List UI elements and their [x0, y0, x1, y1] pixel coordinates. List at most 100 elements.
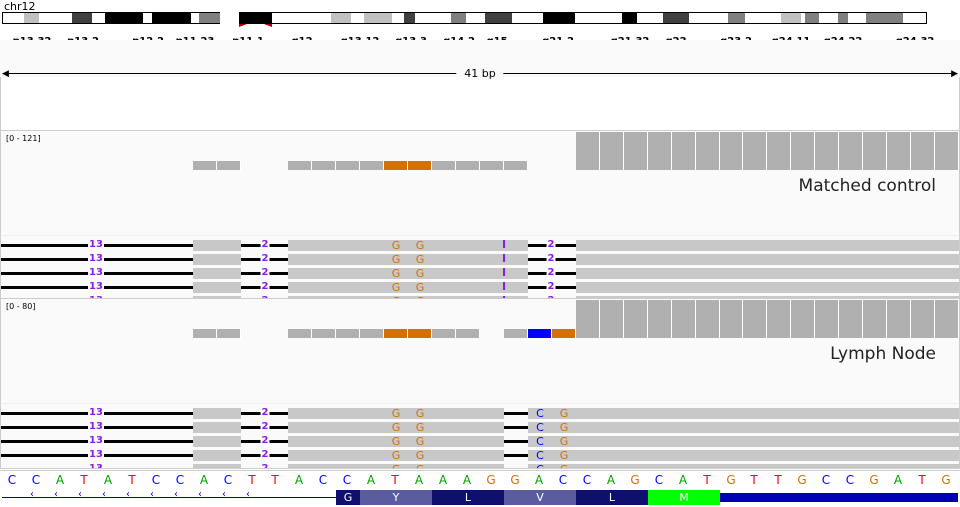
alignment-track[interactable]: 132GGCG132GGCG132GGCG132GGCG132GGCG — [0, 403, 960, 469]
ideogram-band — [689, 12, 728, 24]
ideogram-band — [903, 12, 927, 24]
read-row[interactable]: 13 2 G G C G — [1, 421, 959, 434]
arrow-right-icon: ▶ — [951, 69, 958, 79]
strand-arrow-icon: ‹ — [54, 489, 58, 500]
utr-block — [720, 493, 958, 502]
mismatch-base: G — [559, 421, 569, 434]
read-row[interactable]: 13 2 2 I G G — [1, 252, 959, 266]
aligned-block — [288, 296, 528, 298]
ideogram-band — [637, 12, 663, 24]
splice-junction-line — [241, 468, 288, 469]
aligned-block — [288, 240, 528, 251]
read-row[interactable]: 13 2 G G C G — [1, 407, 959, 420]
ideogram-band — [415, 12, 451, 24]
coverage-bar — [696, 132, 720, 170]
ideogram-band — [351, 12, 364, 24]
codon-exon[interactable]: M — [648, 490, 720, 505]
codon-exon[interactable]: V — [504, 490, 576, 505]
reference-base: T — [703, 473, 711, 487]
read-row[interactable]: 13 2 G G C G — [1, 463, 959, 469]
coverage-track[interactable]: [0 - 80] — [0, 298, 960, 340]
reference-base: G — [486, 473, 496, 487]
aligned-block — [576, 268, 959, 279]
insertion-marker: I — [502, 294, 506, 298]
mismatch-base: C — [536, 407, 544, 420]
mismatch-base: G — [415, 253, 425, 266]
aligned-block — [288, 408, 504, 419]
coverage-bar — [839, 132, 863, 170]
reference-base: T — [750, 473, 758, 487]
aligned-block — [576, 282, 959, 293]
aligned-block — [528, 450, 959, 461]
coverage-track[interactable]: [0 - 121] — [0, 130, 960, 172]
sample-label-area: Matched control — [0, 171, 960, 235]
ruler: ◀ ▶ 41 bp — [0, 40, 960, 80]
reference-base: A — [414, 473, 424, 487]
ideogram-band — [728, 12, 745, 24]
mismatch-base: G — [416, 295, 425, 298]
coverage-bar — [935, 300, 959, 338]
chromosome-ideogram[interactable]: p13.32p13.2p12.2p11.23p11.1q12q13.12q13.… — [0, 12, 960, 47]
reference-base: A — [103, 473, 113, 487]
insertion-marker: I — [501, 252, 507, 265]
junction-gap-count: 13 — [88, 281, 104, 292]
coverage-bar — [648, 132, 672, 170]
ideogram-band — [72, 12, 92, 24]
read-row[interactable]: 13 2 2 I G G — [1, 266, 959, 280]
insertion-marker: I — [501, 280, 507, 293]
reference-base: G — [726, 473, 736, 487]
strand-arrow-icon: ‹ — [30, 489, 34, 500]
mismatch-base: G — [391, 281, 401, 294]
coverage-bar — [312, 329, 336, 338]
coverage-bar — [767, 300, 791, 338]
codon-exon[interactable]: L — [432, 490, 504, 505]
mismatch-base: G — [392, 463, 401, 468]
ideogram-band — [24, 12, 39, 24]
reference-base: C — [223, 473, 233, 487]
mismatch-base: G — [559, 435, 569, 448]
junction-gap-count: 2 — [260, 449, 270, 460]
coverage-bar — [360, 329, 384, 338]
codon-exon[interactable]: Y — [360, 490, 432, 505]
reference-base: T — [391, 473, 399, 487]
mismatch-base: G — [391, 407, 401, 420]
splice-junction-line — [504, 426, 528, 429]
aligned-block — [288, 282, 528, 293]
ideogram-band — [152, 12, 191, 24]
codon-exon[interactable]: G — [336, 490, 360, 505]
read-row[interactable]: 13 2 2 I G G — [1, 280, 959, 294]
mismatch-base: G — [415, 239, 425, 252]
reference-base: A — [55, 473, 65, 487]
mismatch-base: G — [391, 435, 401, 448]
coverage-bar — [504, 329, 528, 338]
ideogram-band — [451, 12, 466, 24]
coverage-bar — [336, 161, 360, 170]
mismatch-base: G — [391, 421, 401, 434]
aligned-block — [528, 464, 959, 468]
data-range-label: [0 - 121] — [6, 134, 41, 143]
read-row[interactable]: 13 2 G G C G — [1, 449, 959, 462]
junction-gap-count: 2 — [546, 253, 556, 264]
coverage-bar-mismatch — [552, 329, 576, 338]
alignment-track[interactable]: 1322IGG1322IGG1322IGG1322IGG1322IGG — [0, 235, 960, 299]
junction-gap-count: 2 — [260, 253, 270, 264]
ideogram-band — [485, 12, 512, 24]
read-row[interactable]: 13 2 2 I G G — [1, 238, 959, 252]
coverage-bar — [456, 329, 480, 338]
read-row[interactable]: 13 2 2 I G G — [1, 294, 959, 298]
divider — [0, 470, 960, 471]
aligned-block — [193, 408, 241, 419]
ideogram-band — [92, 12, 105, 24]
junction-gap-count: 2 — [260, 295, 270, 298]
ruler-label: 41 bp — [456, 67, 504, 80]
mismatch-base: G — [415, 267, 425, 280]
reference-base: A — [893, 473, 903, 487]
strand-arrow-icon: ‹ — [246, 489, 250, 500]
junction-gap-count: 2 — [260, 421, 270, 432]
junction-gap-count: 13 — [88, 407, 104, 418]
codon-exon[interactable]: L — [576, 490, 648, 505]
mismatch-base: G — [416, 463, 425, 468]
ideogram-band — [466, 12, 485, 24]
coverage-bar — [480, 161, 504, 170]
read-row[interactable]: 13 2 G G C G — [1, 435, 959, 448]
